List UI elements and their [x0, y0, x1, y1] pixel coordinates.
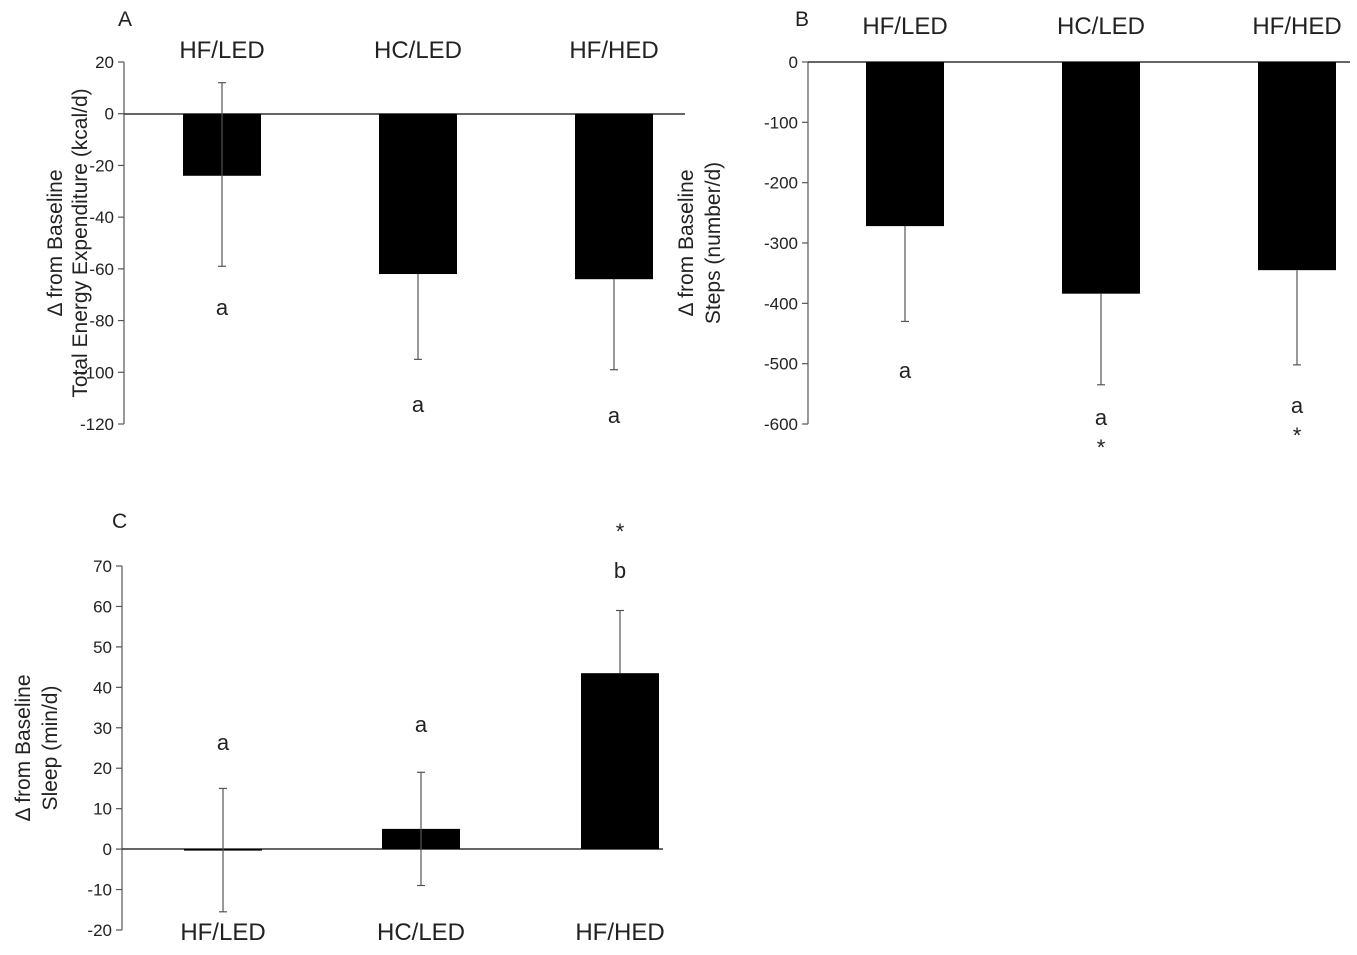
panel-b-significance-label: a [899, 358, 912, 383]
panel-c-ytick-label: 0 [103, 840, 112, 859]
panel-c-bar-hf-hed [581, 673, 659, 850]
panel-b-ytick-label: -400 [764, 294, 798, 313]
panel-b-letter: B [795, 8, 809, 31]
panel-b-ytick-label: -300 [764, 234, 798, 253]
panel-a-significance-label: a [608, 403, 621, 428]
panel-b-ytick-label: -600 [764, 415, 798, 434]
panel-c-ytick-label: 20 [93, 759, 112, 778]
panel-b-significance-label: * [1097, 435, 1106, 460]
panel-c-category-label: HF/LED [180, 919, 265, 946]
panel-b-significance-label: a [1095, 405, 1108, 430]
panel-a-bar-hf-hed [575, 113, 653, 280]
panel-a-ytick-label: 0 [105, 105, 114, 124]
panel-a-category-label: HC/LED [374, 37, 462, 64]
panel-c-ytick-label: 40 [93, 678, 112, 697]
panel-c: C 70 60 50 40 30 20 10 0 -10 -20 HF/LED a HC/LED a HF… [12, 510, 665, 946]
panel-c-ytick-label: 60 [93, 597, 112, 616]
panel-b-significance-label: * [1293, 423, 1302, 448]
panel-b-ytick-label: -500 [764, 355, 798, 374]
panel-c-letter: C [112, 510, 127, 533]
panel-b-category-label: HF/LED [862, 13, 947, 40]
panel-c-significance-label: a [217, 730, 230, 755]
panel-a-significance-label: a [216, 295, 229, 320]
panel-c-ytick-label: 50 [93, 638, 112, 657]
panel-a-ytick-label: -40 [89, 208, 114, 227]
panel-b-significance-label: a [1291, 393, 1304, 418]
panel-b-ytick-label: -100 [764, 113, 798, 132]
panel-c-category-label: HF/HED [575, 919, 664, 946]
panel-b-ylabel-line2: Steps (number/d) [702, 162, 725, 324]
panel-b-ylabel-line1: Δ from Baseline [675, 169, 698, 316]
panel-c-significance-label: b [614, 558, 626, 583]
panel-c-ylabel-line1: Δ from Baseline [12, 674, 35, 821]
panel-b-ytick-label: -200 [764, 174, 798, 193]
panel-c-ylabel-line2: Sleep (min/d) [39, 686, 62, 811]
panel-b-bar-hf-led [866, 62, 944, 227]
panel-a-letter: A [118, 8, 132, 31]
panel-a-category-label: HF/HED [569, 37, 658, 64]
panel-b: B 0 -100 -200 -300 -400 -500 -600 HF/LED a HC/LE… [675, 8, 1350, 460]
panel-c-ytick-label: 10 [93, 800, 112, 819]
panel-b-category-label: HC/LED [1057, 13, 1145, 40]
panel-a-significance-label: a [412, 392, 425, 417]
panel-c-ytick-label: 30 [93, 719, 112, 738]
panel-c-ytick-label: -10 [87, 881, 112, 900]
panel-b-category-label: HF/HED [1252, 13, 1341, 40]
panel-a-category-label: HF/LED [179, 37, 264, 64]
panel-c-ytick-label: 70 [93, 557, 112, 576]
panel-a-ylabel-line2: Total Energy Expenditure (kcal/d) [69, 88, 92, 397]
panel-a-ytick-label: -20 [89, 156, 114, 175]
panel-a: A 20 0 -20 -40 -60 -80 -100 -120 HF/LED a HC/LED a… [44, 8, 685, 434]
panel-b-ytick-label: 0 [789, 53, 798, 72]
panel-c-ytick-label: -20 [87, 921, 112, 940]
panel-b-bar-hf-hed [1258, 62, 1336, 271]
panel-c-category-label: HC/LED [377, 919, 465, 946]
panel-a-ylabel-line1: Δ from Baseline [44, 169, 67, 316]
panel-a-ytick-label: -100 [80, 363, 114, 382]
panel-b-bar-hc-led [1062, 62, 1140, 294]
panel-a-bar-hc-led [379, 113, 457, 275]
panel-a-ytick-label: -80 [89, 312, 114, 331]
panel-a-ytick-label: -120 [80, 415, 114, 434]
panel-a-ytick-label: -60 [89, 260, 114, 279]
panel-c-significance-label: * [616, 519, 625, 544]
panel-a-ytick-label: 20 [95, 53, 114, 72]
panel-c-significance-label: a [415, 712, 428, 737]
